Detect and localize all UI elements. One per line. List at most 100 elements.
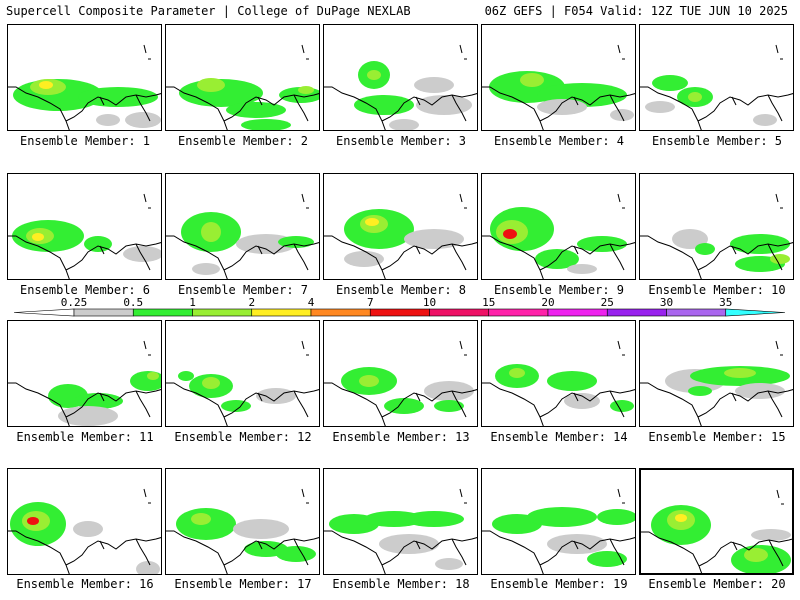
member-map-10[interactable]	[639, 173, 794, 280]
scp-contour-blob	[404, 511, 464, 527]
scp-contour-blob	[384, 398, 424, 414]
member-caption: Ensemble Member: 17	[174, 577, 312, 591]
member-caption: Ensemble Member: 5	[651, 134, 783, 148]
coastline	[8, 235, 161, 279]
member-map-8[interactable]	[323, 173, 478, 280]
lake-outline	[775, 193, 783, 209]
coastline-detail	[99, 538, 151, 566]
scp-contour-blob	[753, 114, 777, 126]
scp-contour-blob	[276, 546, 316, 562]
member-caption: Ensemble Member: 3	[335, 134, 467, 148]
coastline	[482, 86, 635, 130]
coastline-detail	[257, 243, 309, 271]
scp-contour-blob	[58, 406, 118, 426]
lake-outline	[617, 44, 625, 60]
colorbar-swatch	[310, 308, 371, 317]
scp-field-map	[166, 44, 319, 130]
scp-contour-blob	[730, 234, 790, 254]
member-map-19[interactable]	[481, 468, 636, 575]
lake-outline	[143, 193, 151, 209]
scp-field-map	[640, 44, 793, 130]
lake-outline	[459, 488, 467, 504]
scp-contour-blob	[744, 548, 768, 562]
scp-contour-blob	[434, 400, 464, 412]
scp-contour-blob	[73, 521, 103, 537]
member-map-5[interactable]	[639, 24, 794, 131]
member-map-16[interactable]	[7, 468, 162, 575]
member-caption: Ensemble Member: 11	[16, 430, 154, 444]
scp-contour-blob	[32, 233, 44, 241]
coastline	[324, 235, 477, 279]
member-caption: Ensemble Member: 18	[332, 577, 470, 591]
member-map-12[interactable]	[165, 320, 320, 427]
lake-outline	[617, 340, 625, 356]
scp-contour-blob	[256, 388, 296, 404]
coastline	[482, 530, 635, 574]
lake-outline	[776, 489, 784, 505]
member-map-20[interactable]	[639, 468, 794, 575]
member-caption: Ensemble Member: 7	[177, 283, 309, 297]
member-map-15[interactable]	[639, 320, 794, 427]
scp-contour-blob	[197, 78, 225, 92]
member-map-14[interactable]	[481, 320, 636, 427]
scp-contour-blob	[123, 246, 161, 262]
member-caption: Ensemble Member: 8	[335, 283, 467, 297]
coastline	[482, 382, 635, 426]
colorbar-swatch	[251, 308, 312, 317]
lake-outline	[775, 44, 783, 60]
scp-contour-blob	[414, 77, 454, 93]
scp-contour-blob	[404, 229, 464, 249]
member-map-17[interactable]	[165, 468, 320, 575]
scp-field-map	[166, 193, 319, 279]
lake-outline	[143, 340, 151, 356]
scp-field-map	[8, 488, 161, 574]
lake-outline	[775, 340, 783, 356]
scp-field-map	[482, 193, 635, 279]
scp-contour-blob	[695, 243, 715, 255]
coastline-detail	[732, 539, 784, 567]
member-map-3[interactable]	[323, 24, 478, 131]
member-map-11[interactable]	[7, 320, 162, 427]
coastline-detail	[257, 538, 309, 566]
scp-field-map	[324, 340, 477, 426]
member-map-9[interactable]	[481, 173, 636, 280]
coastline-detail	[731, 243, 783, 271]
scp-contour-blob	[503, 229, 517, 239]
member-caption: Ensemble Member: 10	[648, 283, 786, 297]
lake-outline	[301, 340, 309, 356]
scp-contour-blob	[125, 112, 161, 128]
member-map-7[interactable]	[165, 173, 320, 280]
scp-contour-blob	[233, 519, 289, 539]
scp-contour-blob	[191, 513, 211, 525]
scp-contour-blob	[597, 509, 635, 525]
coastline	[166, 235, 319, 279]
coastline	[166, 530, 319, 574]
scp-contour-blob	[547, 371, 597, 391]
coastline	[640, 86, 793, 130]
colorbar-tick-label: 2	[248, 296, 255, 309]
scp-field-map	[324, 488, 477, 574]
member-caption: Ensemble Member: 15	[648, 430, 786, 444]
scp-contour-blob	[547, 534, 607, 554]
coastline	[8, 382, 161, 426]
member-map-1[interactable]	[7, 24, 162, 131]
member-map-18[interactable]	[323, 468, 478, 575]
member-map-4[interactable]	[481, 24, 636, 131]
scp-contour-blob	[520, 73, 544, 87]
member-map-2[interactable]	[165, 24, 320, 131]
scp-contour-blob	[537, 99, 587, 115]
member-caption: Ensemble Member: 2	[177, 134, 309, 148]
colorbar-tick-label: 4	[308, 296, 315, 309]
member-map-13[interactable]	[323, 320, 478, 427]
member-map-6[interactable]	[7, 173, 162, 280]
colorbar-swatch	[369, 308, 430, 317]
coastline-detail	[415, 243, 467, 271]
scp-contour-blob	[435, 558, 463, 570]
scp-contour-blob	[84, 236, 112, 252]
coastline	[166, 86, 319, 130]
scp-contour-blob	[610, 109, 634, 121]
lake-outline	[143, 488, 151, 504]
coastline	[482, 235, 635, 279]
lake-outline	[301, 193, 309, 209]
coastline-detail	[573, 538, 625, 566]
